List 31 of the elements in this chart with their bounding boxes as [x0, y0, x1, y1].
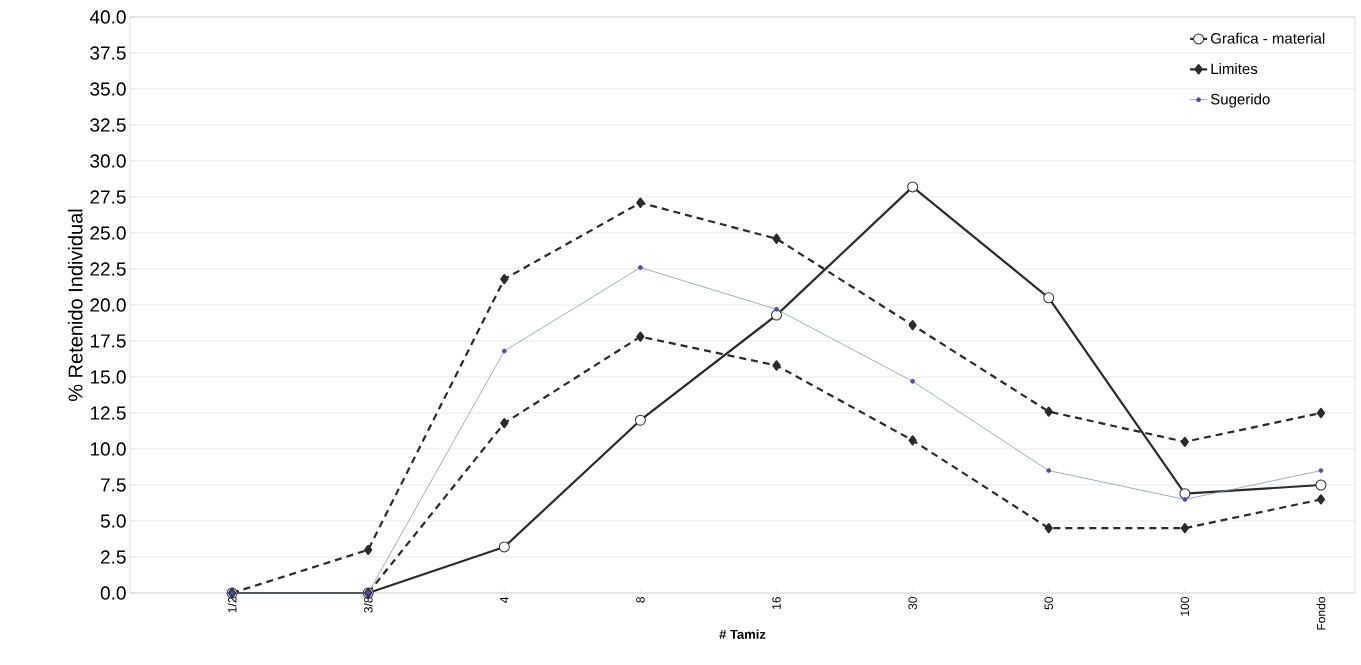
x-tick-label: 4: [500, 596, 509, 603]
y-tick-label: 35.0: [90, 82, 126, 96]
y-tick-label: 25.0: [90, 226, 126, 240]
y-tick-label: 7.5: [101, 478, 126, 492]
y-tick-label: 10.0: [90, 442, 126, 456]
y-tick-label: 37.5: [90, 46, 126, 60]
legend-label: Limites: [1211, 63, 1258, 75]
y-tick-label: 0.0: [100, 586, 126, 600]
y-axis-title: % Retenido Individual: [67, 209, 83, 402]
y-tick-label: 22.5: [90, 262, 126, 276]
x-tick-label: 30: [908, 597, 917, 610]
y-tick-label: 27.5: [90, 190, 126, 204]
y-tick-label: 5.0: [100, 514, 126, 528]
y-tick-label: 12.5: [90, 406, 126, 420]
x-axis-title: # Tamiz: [719, 629, 766, 639]
x-tick-label: 3/8: [363, 597, 373, 613]
legend-label: Sugerido: [1210, 93, 1270, 108]
y-tick-label: 40.0: [89, 10, 126, 24]
x-tick-label: 50: [1044, 597, 1053, 610]
x-tick-label: 16: [772, 597, 781, 609]
legend-label: Grafica - material: [1211, 32, 1325, 44]
x-tick-label: 100: [1180, 597, 1190, 616]
y-tick-label: 30.0: [90, 154, 126, 168]
y-tick-label: 32.5: [90, 118, 126, 132]
y-tick-label: 17.5: [90, 334, 126, 348]
x-tick-label: Fondo: [1316, 597, 1326, 630]
y-tick-label: 15.0: [90, 370, 126, 384]
x-tick-label: 8: [636, 597, 645, 603]
x-tick-label: 1/2: [227, 597, 237, 613]
y-tick-label: 2.5: [101, 550, 126, 564]
y-tick-label: 20.0: [90, 298, 126, 312]
